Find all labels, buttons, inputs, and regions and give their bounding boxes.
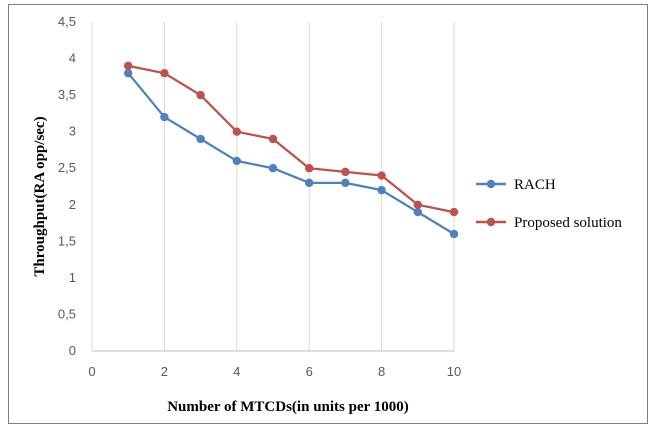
y-tick-label: 1,5: [58, 233, 76, 248]
data-point: [377, 171, 386, 180]
data-point: [232, 127, 241, 136]
data-point: [232, 156, 241, 166]
series-line: [127, 72, 455, 235]
x-tick-label: 6: [306, 364, 313, 379]
x-tick-label: 10: [447, 364, 461, 379]
data-point: [305, 164, 314, 173]
y-tick-label: 0: [69, 343, 76, 358]
y-axis-title: Throughput(RA opp/sec): [32, 116, 48, 276]
x-tick-label: 0: [88, 364, 95, 379]
y-tick-label: 4: [69, 51, 76, 66]
data-point: [268, 134, 278, 144]
x-tick-label: 2: [161, 364, 168, 379]
y-tick-label: 1: [69, 270, 76, 285]
data-point: [449, 207, 459, 217]
legend-item: Proposed solution: [476, 215, 622, 231]
data-point: [341, 167, 350, 177]
data-point: [413, 207, 422, 217]
data-point: [124, 61, 133, 71]
series-1: [124, 61, 459, 217]
data-point: [449, 229, 459, 239]
data-point: [160, 112, 169, 122]
data-point: [160, 68, 169, 78]
legend-marker: [486, 217, 496, 227]
data-point: [124, 68, 133, 78]
legend-label: Proposed solution: [514, 215, 622, 231]
legend: RACH Proposed solution: [476, 177, 622, 231]
legend-marker: [486, 179, 496, 189]
x-tick-label: 4: [233, 364, 240, 379]
y-tick-label: 0,5: [58, 306, 76, 321]
x-axis-title: Number of MTCDs(in units per 1000): [167, 399, 409, 415]
y-tick-label: 3: [69, 124, 76, 139]
data-point: [196, 134, 205, 144]
data-point: [305, 178, 314, 188]
chart-frame: [8, 4, 648, 424]
y-tick-label: 3,5: [58, 87, 76, 102]
x-tick-label: 8: [378, 364, 385, 379]
y-tick-label: 4,5: [58, 14, 76, 29]
legend-item: RACH: [476, 177, 556, 193]
data-point: [196, 90, 205, 100]
data-point: [268, 164, 278, 173]
x-tick-labels: 0 2 4 6 8 10: [88, 364, 461, 379]
y-tick-label: 2: [69, 197, 76, 212]
data-point: [377, 185, 386, 195]
series-layer: [124, 61, 459, 239]
axes: [91, 22, 454, 352]
y-tick-labels: 0 0,5 1 1,5 2 2,5 3 3,5 4 4,5: [58, 14, 76, 358]
data-point: [341, 178, 350, 188]
series-0: [124, 68, 459, 239]
legend-label: RACH: [514, 177, 556, 193]
data-point: [413, 200, 422, 209]
y-tick-label: 2,5: [58, 160, 76, 175]
series-line: [127, 64, 455, 214]
